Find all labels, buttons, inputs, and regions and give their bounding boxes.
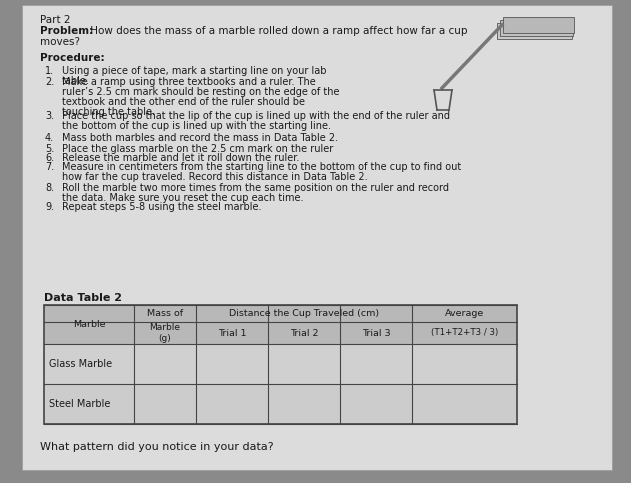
Text: Mass both marbles and record the mass in Data Table 2.: Mass both marbles and record the mass in… bbox=[62, 133, 338, 143]
Text: Roll the marble two more times from the same position on the ruler and record: Roll the marble two more times from the … bbox=[62, 183, 449, 193]
Text: Average: Average bbox=[445, 309, 484, 318]
Text: 8.: 8. bbox=[45, 183, 54, 193]
Text: Procedure:: Procedure: bbox=[40, 53, 105, 63]
FancyBboxPatch shape bbox=[497, 23, 572, 39]
Text: 6.: 6. bbox=[45, 153, 54, 163]
Bar bbox=[44, 322, 517, 344]
Text: textbook and the other end of the ruler should be: textbook and the other end of the ruler … bbox=[62, 97, 305, 107]
Text: Using a piece of tape, mark a starting line on your lab: Using a piece of tape, mark a starting l… bbox=[62, 66, 326, 76]
Text: Trial 2: Trial 2 bbox=[290, 328, 318, 338]
Text: 1.: 1. bbox=[45, 66, 54, 76]
Text: Marble
(g): Marble (g) bbox=[150, 323, 180, 343]
Text: 9.: 9. bbox=[45, 202, 54, 212]
Text: Trial 1: Trial 1 bbox=[218, 328, 246, 338]
Text: Problem:: Problem: bbox=[40, 26, 93, 36]
Text: table.: table. bbox=[62, 76, 90, 86]
FancyBboxPatch shape bbox=[500, 20, 573, 36]
Text: Repeat steps 5-8 using the steel marble.: Repeat steps 5-8 using the steel marble. bbox=[62, 202, 261, 212]
Text: What pattern did you notice in your data?: What pattern did you notice in your data… bbox=[40, 442, 274, 452]
Text: Steel Marble: Steel Marble bbox=[49, 399, 110, 409]
Text: Distance the Cup Traveled (cm): Distance the Cup Traveled (cm) bbox=[229, 309, 379, 318]
Text: Place the cup so that the lip of the cup is lined up with the end of the ruler a: Place the cup so that the lip of the cup… bbox=[62, 111, 450, 121]
Text: 7.: 7. bbox=[45, 162, 54, 172]
Text: 4.: 4. bbox=[45, 133, 54, 143]
Text: ruler’s 2.5 cm mark should be resting on the edge of the: ruler’s 2.5 cm mark should be resting on… bbox=[62, 87, 339, 97]
Text: the bottom of the cup is lined up with the starting line.: the bottom of the cup is lined up with t… bbox=[62, 121, 331, 131]
Text: Make a ramp using three textbooks and a ruler. The: Make a ramp using three textbooks and a … bbox=[62, 77, 316, 87]
Text: Part 2: Part 2 bbox=[40, 15, 71, 25]
FancyBboxPatch shape bbox=[503, 17, 574, 33]
Text: touching the table.: touching the table. bbox=[62, 107, 155, 117]
Text: moves?: moves? bbox=[40, 37, 80, 47]
Text: Marble: Marble bbox=[73, 320, 105, 329]
Text: how far the cup traveled. Record this distance in Data Table 2.: how far the cup traveled. Record this di… bbox=[62, 172, 368, 182]
Text: Data Table 2: Data Table 2 bbox=[44, 293, 122, 303]
Bar bbox=[44, 305, 517, 424]
Bar bbox=[44, 384, 517, 424]
Text: 3.: 3. bbox=[45, 111, 54, 121]
Bar bbox=[44, 305, 517, 322]
Text: the data. Make sure you reset the cup each time.: the data. Make sure you reset the cup ea… bbox=[62, 193, 304, 203]
Text: Measure in centimeters from the starting line to the bottom of the cup to find o: Measure in centimeters from the starting… bbox=[62, 162, 461, 172]
Text: (T1+T2+T3 / 3): (T1+T2+T3 / 3) bbox=[431, 328, 498, 338]
Bar bbox=[44, 344, 517, 384]
Text: Mass of: Mass of bbox=[147, 309, 183, 318]
Text: Trial 3: Trial 3 bbox=[362, 328, 391, 338]
Text: Release the marble and let it roll down the ruler.: Release the marble and let it roll down … bbox=[62, 153, 299, 163]
Text: 2.: 2. bbox=[45, 77, 54, 87]
Text: 5.: 5. bbox=[45, 144, 54, 154]
Text: How does the mass of a marble rolled down a ramp affect how far a cup: How does the mass of a marble rolled dow… bbox=[87, 26, 468, 36]
Text: Glass Marble: Glass Marble bbox=[49, 359, 112, 369]
Text: Place the glass marble on the 2.5 cm mark on the ruler: Place the glass marble on the 2.5 cm mar… bbox=[62, 144, 333, 154]
